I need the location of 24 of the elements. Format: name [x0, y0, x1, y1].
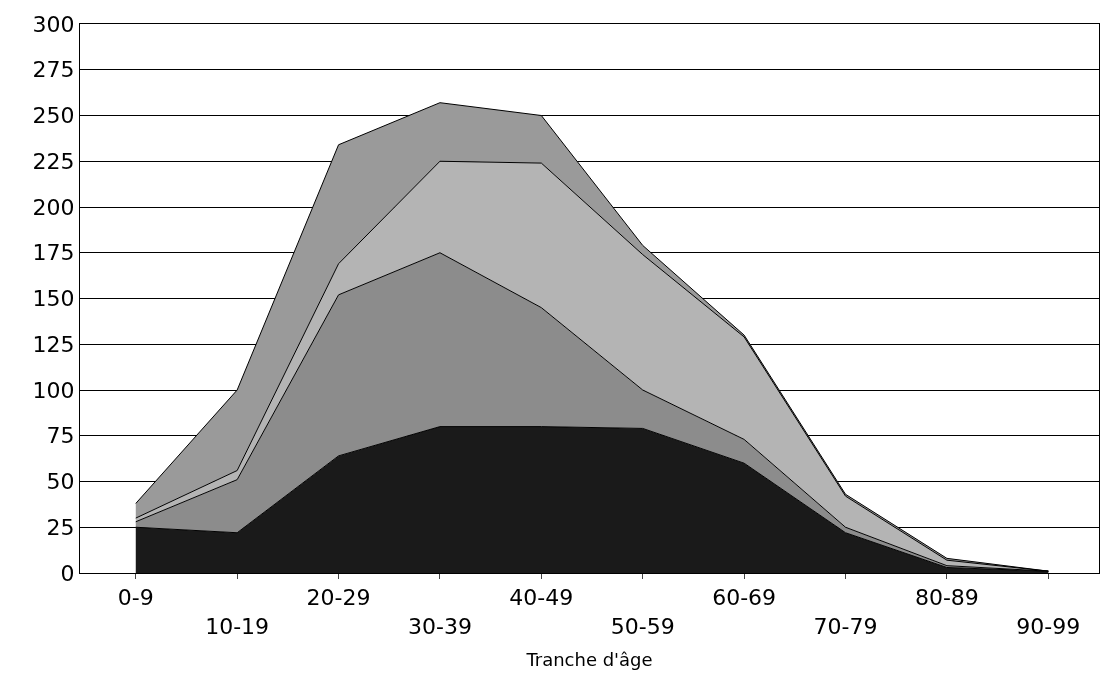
x-axis-title: Tranche d'âge [525, 649, 653, 671]
y-tick-label: 0 [60, 560, 75, 586]
x-tick-label: 10-19 [205, 614, 270, 639]
y-tick-label: 225 [32, 148, 75, 174]
x-tick-label: 0-9 [117, 585, 154, 611]
y-tick-label: 150 [32, 286, 75, 312]
y-tick-label: 125 [32, 331, 75, 357]
y-tick-label: 50 [46, 469, 75, 495]
x-tick-label: 20-29 [306, 585, 371, 611]
x-tick-label: 60-69 [712, 585, 777, 611]
x-tick-label: 50-59 [610, 614, 675, 639]
y-tick-label: 100 [32, 377, 75, 403]
x-tick-label: 30-39 [407, 614, 472, 639]
y-tick-label: 300 [32, 11, 75, 37]
x-tick-label: 90-99 [1016, 614, 1081, 639]
x-tick-label: 70-79 [813, 614, 878, 639]
y-tick-label: 275 [32, 57, 75, 83]
y-tick-label: 250 [32, 103, 75, 129]
x-tick-label: 40-49 [509, 585, 574, 611]
y-tick-label: 75 [46, 423, 75, 449]
y-tick-label: 25 [46, 514, 75, 540]
y-tick-label: 200 [32, 194, 75, 220]
y-tick-label: 175 [32, 240, 75, 266]
x-tick-label: 80-89 [914, 585, 979, 611]
